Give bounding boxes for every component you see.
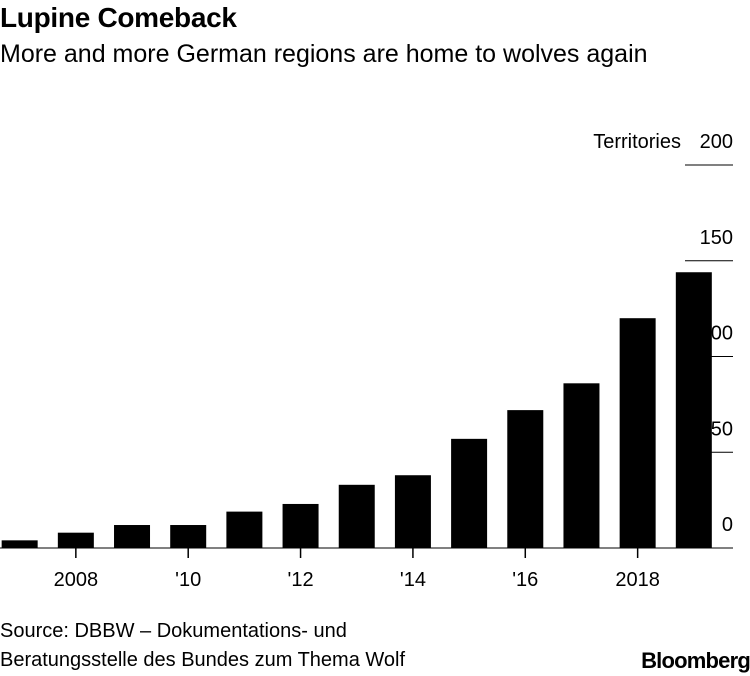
chart-title: Lupine Comeback: [0, 2, 237, 33]
bars-group: [1, 272, 712, 548]
bar-2009: [114, 525, 151, 548]
source-line-2: Beratungsstelle des Bundes zum Thema Wol…: [0, 649, 406, 671]
bar-2012: [282, 503, 319, 548]
bar-2018: [619, 318, 656, 548]
bar-2017: [563, 383, 600, 548]
bar-2015: [451, 438, 488, 548]
y-axis: 0 50 100 150 200 Territories: [593, 131, 733, 536]
source-note: Source: DBBW – Dokumentations- und Berat…: [0, 617, 405, 675]
bar-2019: [675, 272, 712, 548]
x-axis: 2008 '10 '12 '14 '16 2018: [0, 547, 733, 591]
y-tick-label-150: 150: [700, 227, 733, 249]
x-tick-label-2012: '12: [288, 569, 314, 591]
y-tick-label-50: 50: [711, 418, 733, 440]
bloomberg-logo: Bloomberg: [641, 648, 750, 673]
y-tick-label-200: 200: [700, 131, 733, 153]
x-tick-label-2016: '16: [512, 569, 538, 591]
y-axis-label: Territories: [593, 131, 681, 153]
x-tick-label-2014: '14: [400, 569, 426, 591]
y-tick-label-0: 0: [722, 514, 733, 536]
bar-2013: [338, 484, 375, 548]
bar-2016: [507, 410, 544, 548]
bar-2008: [57, 532, 94, 548]
x-tick-label-2018: 2018: [615, 569, 660, 591]
x-tick-label-2008: 2008: [54, 569, 99, 591]
x-tick-label-2010: '10: [175, 569, 201, 591]
bar-2011: [226, 511, 263, 548]
bar-chart: 0 50 100 150 200 Territories 2008 '10 '12 '14 '16…: [0, 131, 733, 591]
y-tick-label-100: 100: [700, 323, 733, 345]
bar-2007: [1, 540, 38, 548]
chart-subtitle: More and more German regions are home to…: [0, 40, 648, 68]
source-line-1: Source: DBBW – Dokumentations- und: [0, 620, 347, 642]
bar-2010: [170, 525, 207, 548]
bar-2014: [394, 475, 431, 548]
